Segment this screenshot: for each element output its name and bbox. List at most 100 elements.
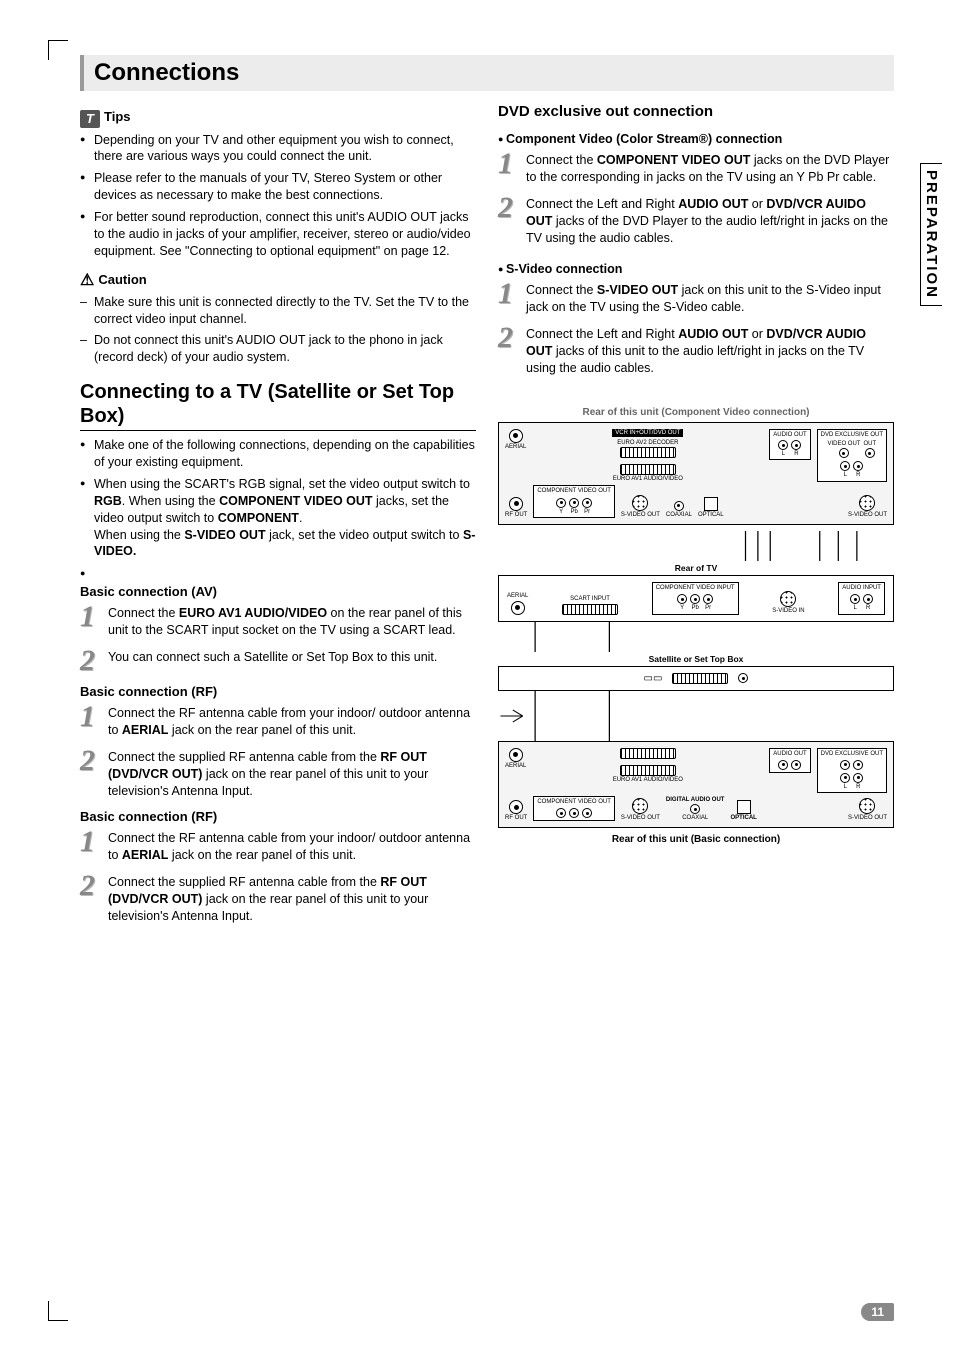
audio-out-group: AUDIO OUT: [769, 748, 810, 773]
stb-panel: ▭▭: [498, 666, 894, 691]
cable-wires: [498, 622, 894, 652]
diagram-caption-top: Rear of this unit (Component Video conne…: [498, 407, 894, 418]
step-row: 2 Connect the supplied RF antenna cable …: [80, 747, 476, 800]
rca-jack-icon: [840, 773, 850, 783]
step-text: Connect the Left and Right AUDIO OUT or …: [526, 194, 894, 247]
connection-diagram: Rear of this unit (Component Video conne…: [498, 407, 894, 846]
optical-jack-icon: [737, 800, 751, 814]
cable-wires: [498, 691, 894, 741]
jack-label: S-VIDEO OUT: [621, 512, 660, 518]
dvd-exclusive-group: DVD EXCLUSIVE OUT VIDEO OUT OUT L R: [817, 429, 887, 482]
jack-label: DVD EXCLUSIVE OUT: [821, 751, 883, 757]
rca-jack-icon: [677, 594, 687, 604]
intro-item: Make one of the following connections, d…: [80, 437, 476, 471]
basic-av-heading: [80, 566, 476, 580]
jack-label: Pb: [691, 605, 698, 611]
stb-label: Satellite or Set Top Box: [498, 654, 894, 664]
scart-connector-icon: [620, 464, 676, 475]
jack-label: EURO AV1 AUDIO/VIDEO: [613, 777, 683, 783]
page-number: 11: [861, 1303, 894, 1321]
jack-label: AUDIO OUT: [773, 751, 806, 757]
step-text: Connect the COMPONENT VIDEO OUT jacks on…: [526, 150, 894, 186]
jack-label: L: [782, 451, 785, 457]
step-text: Connect the RF antenna cable from your i…: [108, 703, 476, 739]
rca-jack-icon: [791, 760, 801, 770]
caution-heading: ⚠ Caution: [80, 270, 476, 290]
tips-heading-text: Tips: [104, 109, 131, 124]
tips-heading: TTips: [80, 109, 476, 128]
diagram-caption-bottom: Rear of this unit (Basic connection): [498, 834, 894, 845]
svideo-jack-icon: [859, 495, 875, 511]
step-number-icon: 1: [80, 603, 102, 639]
jack-label: SCART INPUT: [570, 596, 610, 602]
caution-heading-text: Caution: [98, 272, 146, 287]
unit-rear-panel-bottom: AERIAL EURO AV1 AUDIO/VIDEO AUDIO OUT: [498, 741, 894, 829]
jack-label: R: [856, 784, 860, 790]
step-number-icon: 2: [80, 872, 102, 925]
step-text: Connect the S-VIDEO OUT jack on this uni…: [526, 280, 894, 316]
svideo-jack-icon: [632, 495, 648, 511]
step-text: Connect the Left and Right AUDIO OUT or …: [526, 324, 894, 377]
caution-item: Make sure this unit is connected directl…: [80, 294, 476, 328]
aerial-jack-icon: [509, 429, 523, 443]
jack-label: S-VIDEO OUT: [848, 512, 887, 518]
rca-jack-icon: [703, 594, 713, 604]
step-text: You can connect such a Satellite or Set …: [108, 647, 476, 674]
scart-connector-icon: [562, 604, 618, 615]
caution-list: Make sure this unit is connected directl…: [80, 294, 476, 367]
tv-rear-panel: AERIAL SCART INPUT COMPONENT VIDEO INPUT…: [498, 575, 894, 622]
tips-item: For better sound reproduction, connect t…: [80, 209, 476, 260]
jack-label: DVD EXCLUSIVE OUT: [821, 432, 883, 438]
jack-label: COAXIAL: [666, 512, 692, 518]
page-title: Connections: [80, 55, 894, 91]
basic-rf-heading: Basic connection (RF): [80, 684, 476, 699]
step-row: 2 Connect the Left and Right AUDIO OUT o…: [498, 194, 894, 247]
rca-jack-icon: [865, 448, 875, 458]
tips-item: Please refer to the manuals of your TV, …: [80, 170, 476, 204]
step-number-icon: 2: [80, 747, 102, 800]
step-number-icon: 1: [498, 280, 520, 316]
tips-list: Depending on your TV and other equipment…: [80, 132, 476, 260]
rca-jack-icon: [582, 808, 592, 818]
step-text: Connect the supplied RF antenna cable fr…: [108, 872, 476, 925]
jack-label: OUT: [863, 441, 876, 447]
jack-label: OPTICAL: [698, 512, 724, 518]
optical-jack-icon: [704, 497, 718, 511]
rca-jack-icon: [791, 440, 801, 450]
jack-label: Pr: [584, 509, 590, 515]
step-text: Connect the supplied RF antenna cable fr…: [108, 747, 476, 800]
rear-of-tv-label: Rear of TV: [498, 563, 894, 573]
jack-label: RF OUT: [505, 512, 527, 518]
warning-icon: ⚠: [80, 270, 94, 290]
scart-connector-icon: [620, 765, 676, 776]
rca-jack-icon: [556, 808, 566, 818]
jack-label: DIGITAL AUDIO OUT: [666, 797, 725, 803]
connect-tv-intro: Make one of the following connections, d…: [80, 437, 476, 560]
basic-rf2-heading: Basic connection (RF): [80, 809, 476, 824]
aerial-jack-icon: [511, 601, 525, 615]
rca-jack-icon: [853, 461, 863, 471]
jack-label: RF OUT: [505, 815, 527, 821]
jack-label: AERIAL: [507, 593, 528, 599]
crop-mark: [48, 40, 68, 60]
step-row: 1 Connect the S-VIDEO OUT jack on this u…: [498, 280, 894, 316]
step-number-icon: 2: [498, 194, 520, 247]
jack-label: EURO AV1 AUDIO/VIDEO: [613, 476, 683, 482]
jack-label: Pr: [705, 605, 711, 611]
rf-out-jack-icon: [509, 800, 523, 814]
jack-label: AERIAL: [505, 444, 526, 450]
svideo-heading: S-Video connection: [498, 262, 894, 276]
step-number-icon: 1: [80, 828, 102, 864]
component-out-group: COMPONENT VIDEO OUT Y Pb Pr: [533, 485, 615, 518]
step-row: 2 Connect the Left and Right AUDIO OUT o…: [498, 324, 894, 377]
rca-jack-icon: [853, 760, 863, 770]
jack-label: R: [794, 451, 798, 457]
rca-jack-icon: [690, 594, 700, 604]
svideo-jack-icon: [780, 591, 796, 607]
audio-out-group: AUDIO OUT L R: [769, 429, 810, 461]
step-text: Connect the EURO AV1 AUDIO/VIDEO on the …: [108, 603, 476, 639]
jack-label: L: [844, 784, 847, 790]
rca-jack-icon: [778, 440, 788, 450]
coax-jack-icon: [674, 501, 684, 511]
rca-jack-icon: [556, 498, 566, 508]
